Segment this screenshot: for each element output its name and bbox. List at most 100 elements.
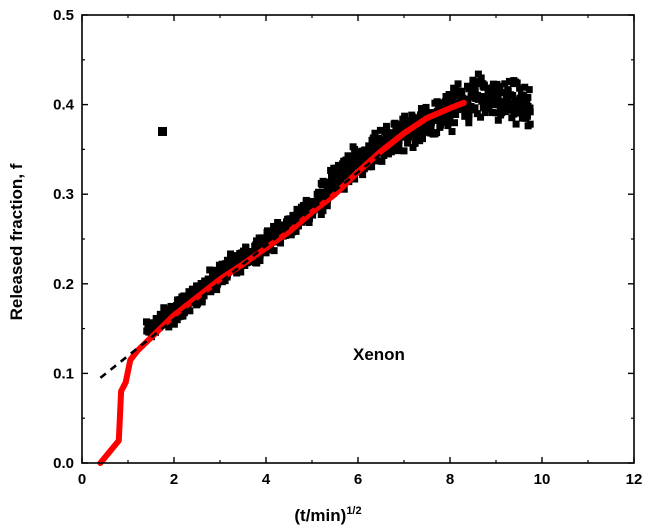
x-tick-label: 8 [446,471,454,488]
data-point [452,111,460,119]
data-point [256,257,264,265]
data-point [479,104,487,112]
data-point [323,202,331,210]
data-point [207,288,215,296]
data-point [259,234,267,242]
y-tick-label: 0.1 [53,365,74,382]
data-point [292,227,300,235]
data-point [461,108,469,116]
data-point [446,117,454,125]
data-point [237,268,245,276]
data-point [526,108,534,116]
data-point [526,104,534,112]
data-point [319,177,327,185]
data-point [165,323,173,331]
data-point [368,163,376,171]
data-point [186,307,194,315]
x-axis-title: (t/min)1/2 [294,505,361,525]
data-point [213,286,221,294]
data-point [270,247,278,255]
data-point [520,91,528,99]
data-point [498,88,506,96]
data-point [465,119,473,127]
data-point [516,84,524,92]
data-point [371,129,379,137]
x-tick-label: 4 [262,471,271,488]
data-point [513,79,521,87]
data-point [286,217,294,225]
data-point [481,109,489,117]
data-point [400,121,408,129]
fit-lines [97,99,467,466]
data-point [504,87,512,95]
data-point [449,97,457,105]
data-point [378,142,386,150]
data-point [526,120,534,128]
data-point [289,211,297,219]
data-point [422,103,430,111]
data-point [493,87,501,95]
data-point [266,228,274,236]
data-point [461,112,469,120]
data-point [417,105,425,113]
data-point [501,80,509,88]
data-point [401,112,409,120]
data-point [450,92,458,100]
data-point [409,143,417,151]
y-tick-label: 0.0 [53,455,74,472]
data-point [494,116,502,124]
data-point [351,146,359,154]
data-point [471,84,479,92]
data-point [293,205,301,213]
data-point [365,153,373,161]
data-point [423,109,431,117]
data-point [512,120,520,128]
data-point [382,122,390,130]
data-point [502,93,510,101]
x-tick-label: 12 [626,471,643,488]
data-point [448,128,456,136]
x-tick-label: 2 [170,471,178,488]
data-point [378,157,386,165]
data-point [432,116,440,124]
xenon-annotation: Xenon [353,345,405,364]
x-axis-title-main: (t/min) [294,506,346,525]
y-tick-label: 0.3 [53,186,74,203]
data-point [525,86,533,94]
data-point [198,298,206,306]
data-point [436,99,444,107]
data-point [409,113,417,121]
data-point [274,219,282,227]
data-point [369,134,377,142]
data-point [478,97,486,105]
data-point [415,130,423,138]
data-point [319,207,327,215]
data-point [504,98,512,106]
y-tick-label: 0.4 [53,97,75,114]
data-point [433,129,441,137]
data-point [345,160,353,168]
data-point [477,74,485,82]
data-point [221,277,229,285]
data-point [366,144,374,152]
data-point [421,128,429,136]
data-point [485,104,493,112]
data-point [180,309,188,317]
data-point [206,266,214,274]
x-tick-label: 0 [78,471,86,488]
data-point [233,269,241,277]
data-point [334,172,342,180]
data-point [404,139,412,147]
data-point [347,167,355,175]
data-point [494,95,502,103]
y-tick-label: 0.2 [53,276,74,293]
data-point [477,113,485,121]
data-point [523,112,531,120]
data-point [521,83,529,91]
data-point [381,149,389,157]
plot-frame [81,14,635,464]
x-tick-label: 6 [354,471,362,488]
data-point [376,126,384,134]
data-point [411,139,419,147]
